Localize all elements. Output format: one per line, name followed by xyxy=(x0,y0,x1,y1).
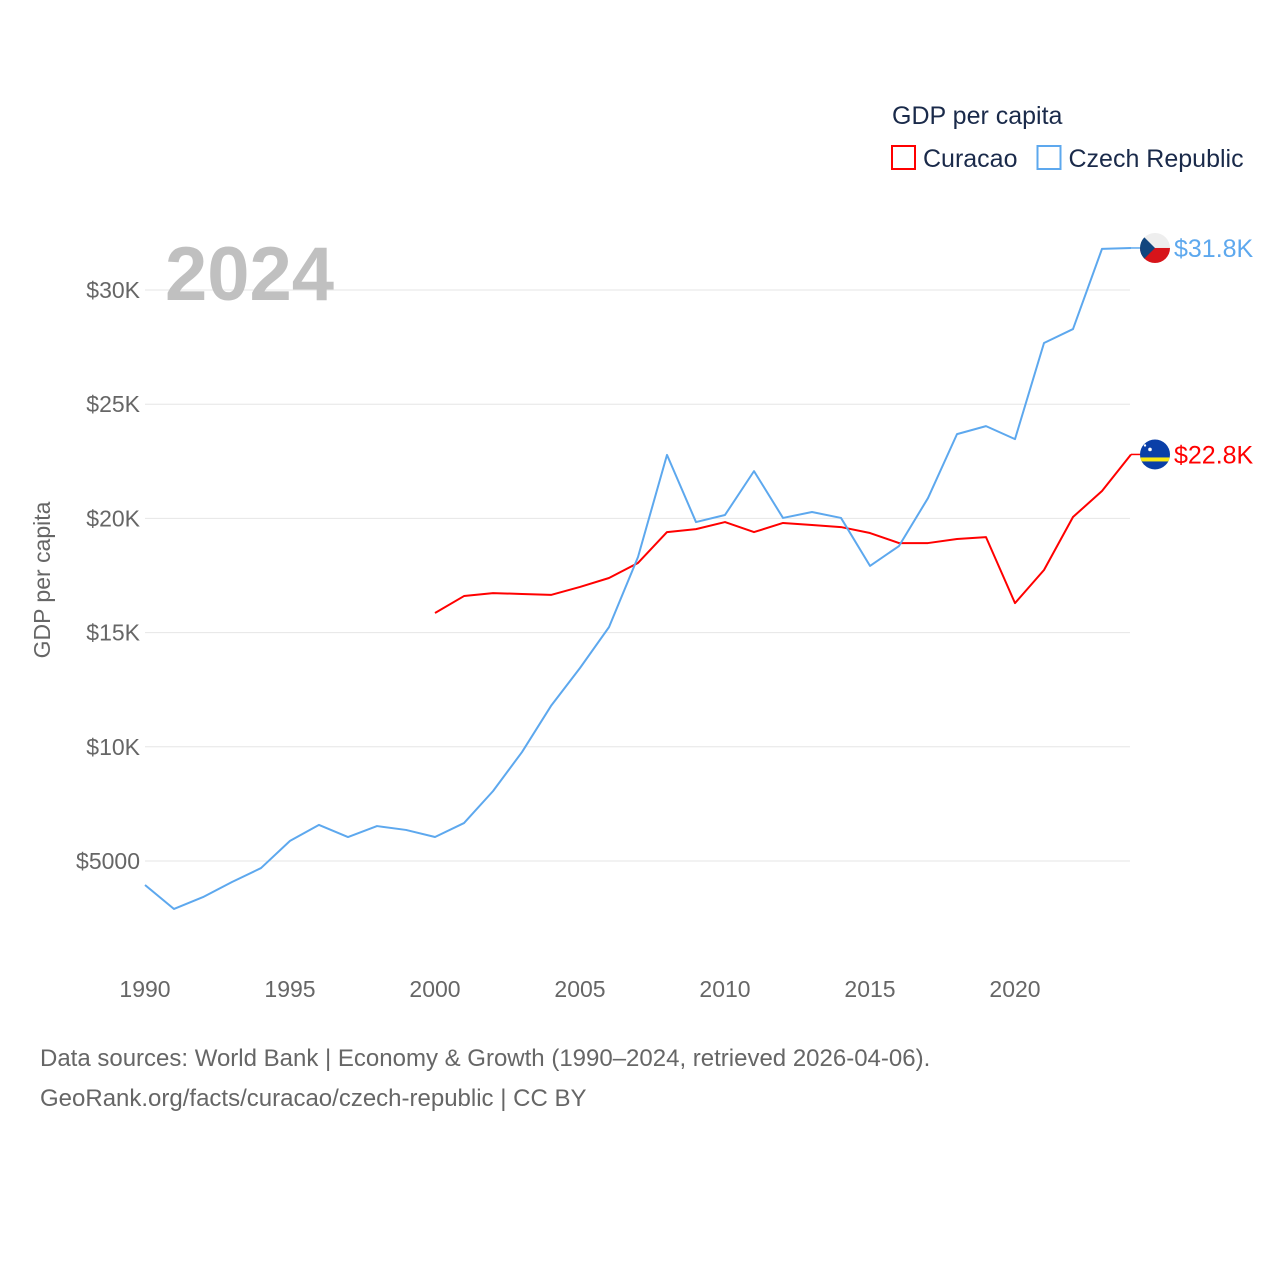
x-tick-label: 2005 xyxy=(554,976,605,1002)
curacao-flag-icon xyxy=(1140,439,1170,470)
x-tick-label: 2000 xyxy=(409,976,460,1002)
legend-item-curacao[interactable]: Curacao xyxy=(891,145,1018,173)
legend-item-czech-republic[interactable]: Czech Republic xyxy=(1036,145,1244,173)
y-axis-ticks: $5000 $10K $15K $20K $25K $30K xyxy=(76,277,141,874)
y-tick-label: $20K xyxy=(86,505,140,531)
y-tick-label: $10K xyxy=(86,734,140,760)
source-line-1: Data sources: World Bank | Economy & Gro… xyxy=(40,1045,931,1072)
y-tick-label: $25K xyxy=(86,391,140,417)
series-lines xyxy=(144,246,1132,910)
legend-label: Curacao xyxy=(923,145,1018,173)
end-value-label: $22.8K xyxy=(1174,441,1254,469)
series-line-curacao xyxy=(434,453,1132,614)
legend-swatch xyxy=(891,145,916,170)
x-axis-ticks: 1990 1995 2000 2005 2010 2015 2020 xyxy=(119,976,1040,1002)
source-line-2[interactable]: GeoRank.org/facts/curacao/czech-republic… xyxy=(40,1085,587,1112)
year-label: 2024 xyxy=(165,232,334,317)
x-tick-label: 2010 xyxy=(699,976,750,1002)
y-tick-label: $5000 xyxy=(76,848,140,874)
legend-swatch xyxy=(1036,145,1062,170)
x-tick-label: 2020 xyxy=(989,976,1040,1002)
legend-label: Czech Republic xyxy=(1069,145,1244,173)
series-line-czech-republic xyxy=(144,246,1132,910)
y-axis-label: GDP per capita xyxy=(29,501,55,658)
legend[interactable]: Curacao Czech Republic xyxy=(891,145,1244,173)
y-tick-label: $30K xyxy=(86,277,140,303)
x-tick-label: 2015 xyxy=(844,976,895,1002)
grid-lines xyxy=(145,289,1130,862)
y-tick-label: $15K xyxy=(86,620,140,646)
end-value-label: $31.8K xyxy=(1174,235,1254,263)
x-tick-label: 1990 xyxy=(119,976,170,1002)
end-labels: $22.8K $31.8K xyxy=(1131,232,1254,470)
legend-title: GDP per capita xyxy=(892,102,1063,130)
x-tick-label: 1995 xyxy=(264,976,315,1002)
czech-flag-icon xyxy=(1140,232,1170,263)
